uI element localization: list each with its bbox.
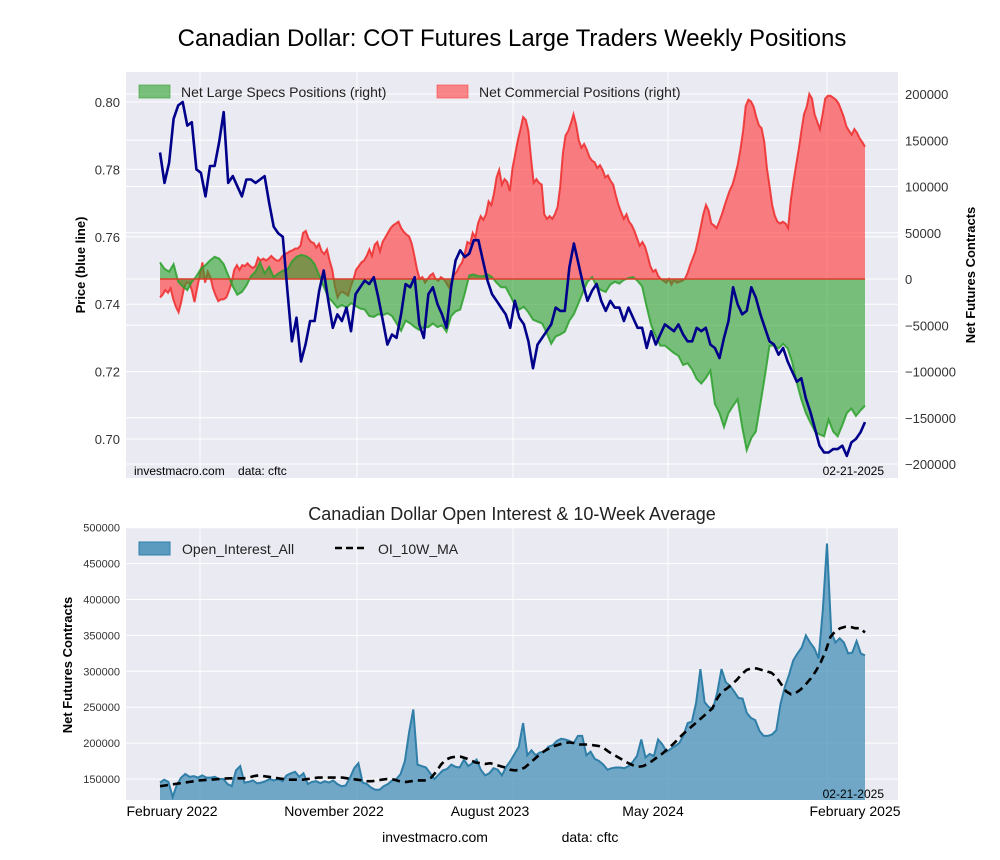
- left-y-tick-label: 0.80: [95, 95, 120, 110]
- top-chart: 0.80 0.78 0.76 0.74 0.72 0.70 200000 150000 100…: [73, 72, 978, 478]
- right-y-tick-label: 50000: [905, 226, 941, 241]
- large-specs-line: [159, 253, 866, 454]
- top-legend: Net Large Specs Positions (right) Net Co…: [138, 84, 681, 100]
- moving-average-series: [159, 625, 866, 788]
- footer-site: investmacro.com: [382, 829, 488, 845]
- right-y-ticks: 200000 150000 100000 50000 0 −50000 −100000 −15…: [905, 87, 956, 472]
- bottom-y-tick-label: 250000: [83, 702, 120, 714]
- commercial-line: [159, 91, 866, 316]
- top-areas: [159, 91, 866, 454]
- bottom-date-note: 02-21-2025: [823, 787, 885, 801]
- x-tick-label: February 2025: [809, 803, 900, 819]
- legend-label-commercial: Net Commercial Positions (right): [479, 84, 681, 100]
- moving-average-line: [159, 625, 866, 788]
- right-y-tick-label: 100000: [905, 180, 948, 195]
- bottom-y-tick-label: 500000: [83, 523, 120, 535]
- open-interest-area: [160, 543, 865, 800]
- right-y-tick-label: −150000: [905, 411, 956, 426]
- legend-label-ma: OI_10W_MA: [378, 541, 459, 557]
- subchart-title: Canadian Dollar Open Interest & 10-Week …: [308, 504, 716, 524]
- bottom-y-tick-label: 200000: [83, 738, 120, 750]
- right-y-axis-label: Net Futures Contracts: [963, 207, 978, 344]
- legend-swatch-open-interest: [138, 541, 171, 556]
- x-tick-label: November 2022: [284, 803, 384, 819]
- price-line: [158, 100, 867, 458]
- left-y-axis-label: Price (blue line): [73, 217, 88, 314]
- right-y-tick-label: −50000: [905, 318, 949, 333]
- bottom-y-axis-label: Net Futures Contracts: [60, 597, 75, 734]
- x-tick-label: May 2024: [622, 803, 684, 819]
- bottom-y-tick-label: 450000: [83, 559, 120, 571]
- top-source-note: investmacro.com data: cftc: [134, 464, 287, 478]
- right-y-tick-label: −100000: [905, 365, 956, 380]
- chart-title: Canadian Dollar: COT Futures Large Trade…: [178, 25, 847, 52]
- left-y-tick-label: 0.76: [95, 230, 120, 245]
- large-specs-area: [160, 254, 865, 451]
- left-y-ticks: 0.80 0.78 0.76 0.74 0.72 0.70: [95, 95, 120, 447]
- top-date-note: 02-21-2025: [823, 464, 885, 478]
- bottom-y-tick-label: 150000: [83, 774, 120, 786]
- commercial-area: [160, 94, 865, 313]
- right-y-tick-label: 150000: [905, 133, 948, 148]
- bottom-chart: 500000 450000 400000 350000 300000 250000 2000…: [60, 523, 901, 819]
- bottom-y-tick-label: 300000: [83, 666, 120, 678]
- left-y-tick-label: 0.70: [95, 432, 120, 447]
- bottom-y-tick-label: 400000: [83, 595, 120, 607]
- left-y-tick-label: 0.72: [95, 365, 120, 380]
- legend-label-specs: Net Large Specs Positions (right): [181, 84, 386, 100]
- left-y-tick-label: 0.78: [95, 162, 120, 177]
- legend-swatch-commercial: [436, 84, 469, 99]
- bottom-y-tick-label: 350000: [83, 630, 120, 642]
- price-series: [158, 100, 867, 458]
- left-y-tick-label: 0.74: [95, 297, 120, 312]
- x-tick-label: August 2023: [451, 803, 530, 819]
- right-y-tick-label: 200000: [905, 87, 948, 102]
- x-tick-label: February 2022: [126, 803, 217, 819]
- legend-label-open-interest: Open_Interest_All: [182, 541, 294, 557]
- legend-swatch-specs: [138, 84, 171, 99]
- right-y-tick-label: −200000: [905, 457, 956, 472]
- footer-data-source: data: cftc: [562, 829, 619, 845]
- bottom-legend: Open_Interest_All OI_10W_MA: [138, 541, 459, 557]
- right-y-tick-label: 0: [905, 272, 912, 287]
- bottom-y-ticks: 500000 450000 400000 350000 300000 250000 2000…: [83, 523, 120, 786]
- x-ticks: February 2022 November 2022 August 2023 May…: [126, 803, 900, 819]
